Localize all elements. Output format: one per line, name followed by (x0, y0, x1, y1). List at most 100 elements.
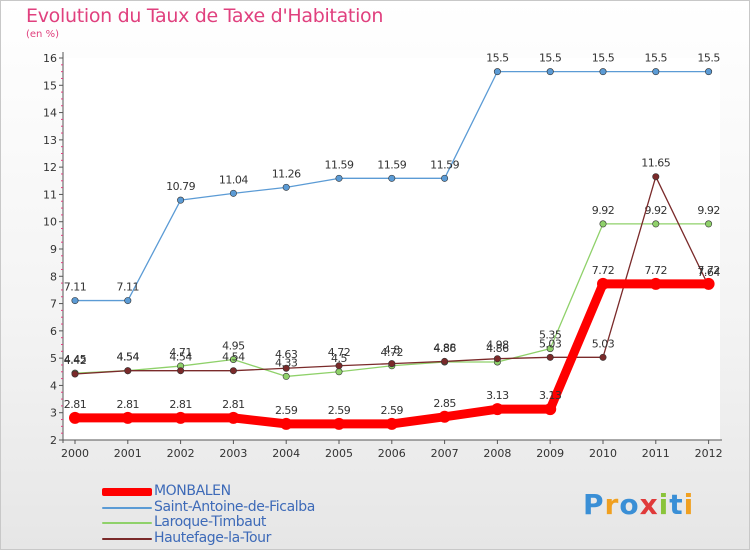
data-label: 7.72 (592, 264, 615, 277)
data-label: 5.35 (539, 329, 562, 342)
data-point (69, 411, 81, 424)
data-label: 15.5 (645, 52, 668, 65)
data-point (544, 403, 557, 416)
y-tick-label: 12 (43, 161, 57, 174)
data-point (388, 174, 396, 182)
data-label: 2.59 (381, 404, 404, 417)
x-tick-label: 2005 (325, 447, 353, 460)
x-tick-label: 2008 (483, 447, 511, 460)
y-tick-label: 14 (43, 107, 57, 120)
data-label: 7.11 (64, 281, 87, 294)
data-label: 4.54 (117, 351, 140, 364)
legend-swatch (102, 506, 152, 509)
data-point (702, 277, 715, 290)
data-point (649, 277, 662, 290)
data-label: 15.5 (592, 52, 615, 65)
data-point (124, 297, 132, 305)
data-label: 4.42 (64, 354, 87, 367)
data-label: 11.59 (430, 158, 459, 171)
data-label: 10.79 (166, 180, 195, 193)
logo-letter: i (683, 488, 695, 521)
x-tick-label: 2007 (431, 447, 459, 460)
data-label: 4.8 (384, 344, 400, 357)
y-tick-label: 5 (50, 352, 57, 365)
logo-letter: o (619, 488, 640, 521)
data-label: 11.59 (377, 158, 406, 171)
data-point (177, 196, 185, 204)
data-point (227, 411, 240, 424)
x-tick-label: 2011 (642, 447, 670, 460)
data-point (493, 68, 501, 76)
x-tick-label: 2000 (61, 447, 89, 460)
logo-letter: r (604, 488, 620, 521)
data-point (441, 357, 449, 365)
logo-letter: i (658, 488, 670, 521)
data-point (546, 353, 554, 361)
data-label: 4.88 (433, 341, 456, 354)
data-point (335, 368, 343, 376)
data-label: 2.59 (328, 404, 351, 417)
data-label: 4.98 (486, 339, 509, 352)
legend-label: MONBALEN (154, 483, 231, 499)
data-label: 4.45 (64, 353, 87, 366)
data-point (388, 360, 396, 368)
chart-title: Evolution du Taux de Taxe d'Habitation (26, 5, 384, 27)
data-point (229, 367, 237, 375)
data-label: 2.81 (169, 398, 192, 411)
data-label: 7.11 (117, 281, 140, 294)
data-point (174, 411, 187, 424)
data-point (335, 174, 343, 182)
x-tick-label: 2004 (272, 447, 300, 460)
data-label: 3.13 (486, 389, 509, 402)
legend-swatch (102, 522, 152, 524)
data-label: 3.13 (539, 389, 562, 402)
x-tick-label: 2009 (536, 447, 564, 460)
data-point (705, 220, 713, 228)
data-label: 4.72 (328, 346, 351, 359)
y-tick-label: 9 (50, 243, 57, 256)
data-label: 7.64 (697, 266, 720, 279)
data-point (229, 356, 237, 364)
data-label: 9.92 (645, 204, 668, 217)
data-label: 11.26 (272, 167, 301, 180)
legend-label: Hautefage-la-Tour (154, 529, 271, 546)
logo-letter: t (669, 488, 684, 521)
logo-letter: x (639, 488, 659, 521)
data-point (441, 174, 449, 182)
data-label: 11.65 (641, 157, 670, 170)
y-tick-label: 7 (50, 298, 57, 311)
chart-subtitle: (en %) (26, 29, 59, 40)
data-point (599, 353, 607, 361)
plot-area (63, 58, 720, 440)
data-label: 2.85 (433, 397, 456, 410)
x-tick-label: 2006 (378, 447, 406, 460)
data-point (71, 297, 79, 305)
y-tick-label: 15 (43, 79, 57, 92)
legend-label: Saint-Antoine-de-Ficalba (154, 498, 315, 515)
data-label: 7.72 (697, 264, 720, 277)
x-tick-label: 2001 (114, 447, 142, 460)
data-label: 15.5 (697, 52, 720, 65)
data-label: 15.5 (486, 52, 509, 65)
data-label: 11.04 (219, 173, 248, 186)
x-tick-label: 2012 (695, 447, 723, 460)
data-point (652, 68, 660, 76)
legend-label: Laroque-Timbaut (154, 514, 267, 530)
y-tick-label: 3 (50, 407, 57, 420)
y-tick-label: 4 (50, 379, 57, 392)
data-point (280, 417, 293, 430)
logo-letter: P (583, 488, 605, 521)
data-point (121, 411, 134, 424)
y-tick-label: 16 (43, 52, 57, 65)
y-tick-label: 8 (50, 270, 57, 283)
y-tick-label: 11 (43, 188, 57, 201)
data-label: 5.03 (592, 337, 615, 350)
data-point (652, 173, 660, 181)
data-label: 4.95 (222, 340, 245, 353)
data-label: 9.92 (697, 204, 720, 217)
data-point (229, 189, 237, 197)
data-point (335, 362, 343, 370)
x-tick-label: 2010 (589, 447, 617, 460)
data-label: 4.63 (275, 348, 298, 361)
data-label: 4.33 (275, 356, 298, 369)
